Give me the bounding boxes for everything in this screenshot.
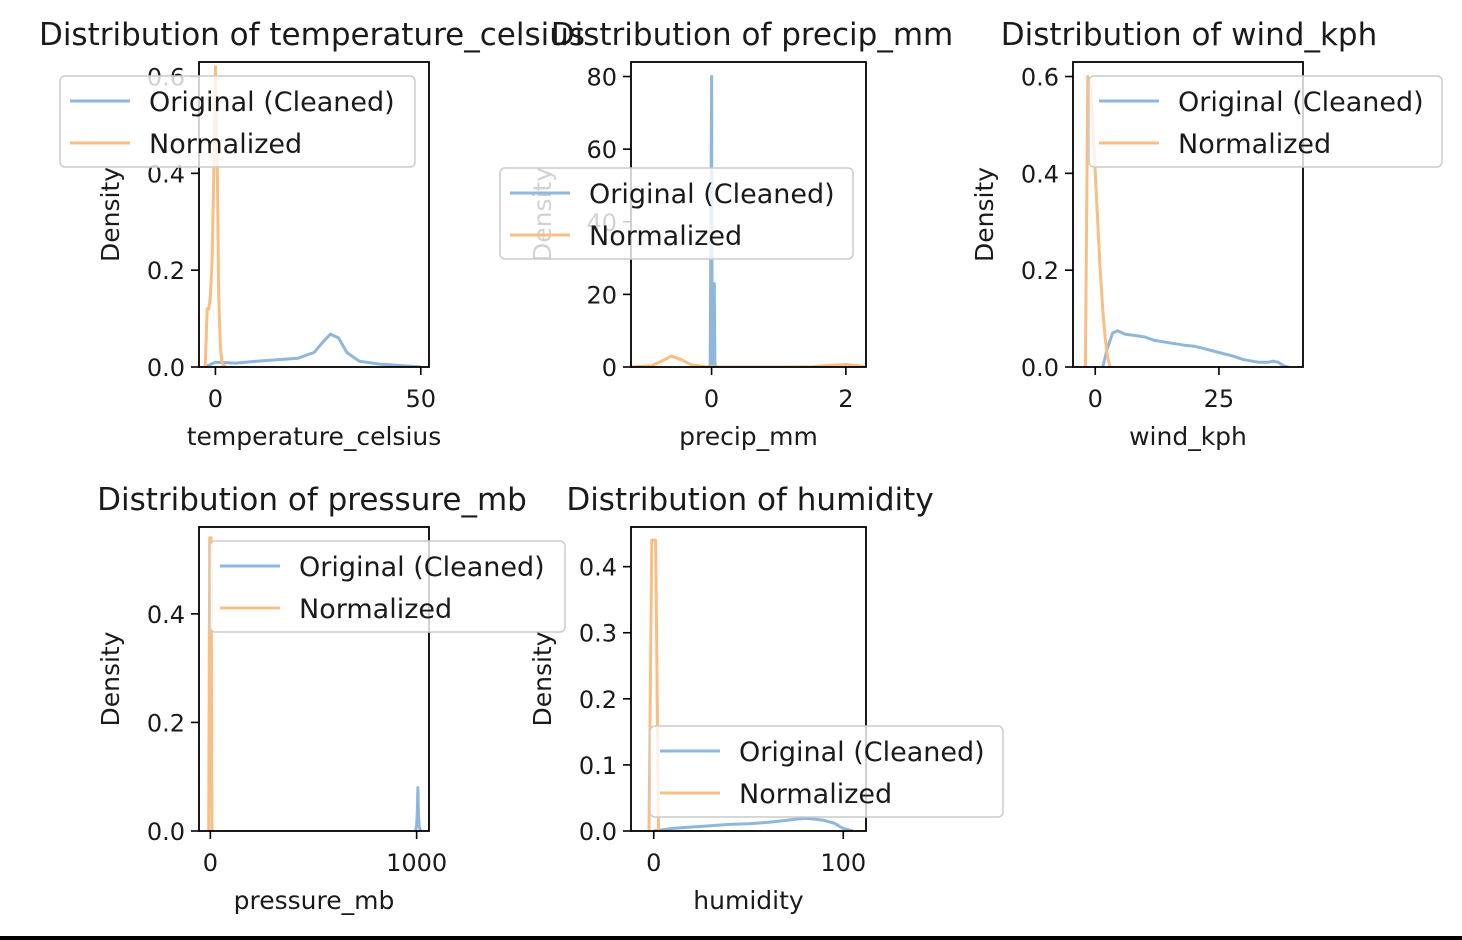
- y-tick-label: 80: [586, 64, 617, 92]
- y-tick-label: 0.0: [147, 354, 185, 382]
- axes-frame: [198, 526, 430, 832]
- legend-entry: Normalized: [299, 594, 452, 625]
- chart-title: Distribution of temperature_celsius: [39, 17, 585, 53]
- y-tick-label: 20: [586, 281, 617, 309]
- y-tick-label: 0.1: [579, 752, 617, 780]
- x-axis-label: precip_mm: [679, 422, 818, 451]
- series-group: [207, 536, 423, 831]
- subplot-3: 0 25 0.0 0.2 0.4 0.6 wind_kph Density Distributi…: [970, 17, 1377, 451]
- y-tick-label: 0: [602, 354, 617, 382]
- legend-entry: Original (Cleaned): [589, 179, 835, 210]
- y-tick-label: 60: [586, 136, 617, 164]
- series-group: [647, 538, 854, 831]
- x-axis-label: temperature_celsius: [187, 422, 442, 451]
- x-tick-label: 0: [203, 849, 218, 877]
- y-tick-label: 0.2: [147, 709, 185, 737]
- normalized-series-line: [647, 538, 660, 831]
- chart-title: Distribution of pressure_mb: [97, 482, 527, 518]
- y-axis-label: Density: [96, 167, 125, 262]
- legend-entry: Normalized: [739, 779, 892, 810]
- legend: Original (Cleaned) Normalized: [499, 167, 854, 260]
- subplot-5: 0 100 0.0 0.1 0.2 0.3 0.4 humidity Density Distri…: [528, 482, 934, 915]
- legend-box: [499, 167, 854, 260]
- legend-entry: Normalized: [589, 221, 742, 252]
- x-axis-label: humidity: [693, 886, 804, 915]
- axes-frame: [630, 526, 867, 832]
- x-tick-label: 25: [1204, 385, 1235, 413]
- x-axis-label: pressure_mb: [234, 886, 395, 915]
- y-tick-label: 0.2: [1021, 257, 1059, 285]
- normalized-series-line: [207, 536, 214, 831]
- legend-box: [649, 725, 1004, 818]
- chart-title: Distribution of precip_mm: [551, 17, 954, 53]
- y-tick-label: 0.4: [1021, 160, 1059, 188]
- y-axis-label: Density: [528, 631, 557, 726]
- x-tick-label: 50: [406, 385, 437, 413]
- x-tick-label: 0: [646, 849, 661, 877]
- original-series-line: [206, 332, 421, 367]
- y-tick-label: 0.0: [1021, 354, 1059, 382]
- legend-entry: Normalized: [1178, 129, 1331, 160]
- legend-entry: Normalized: [149, 129, 302, 160]
- y-tick-label: 0.2: [579, 686, 617, 714]
- legend-box: [209, 540, 566, 633]
- y-tick-label: 0.6: [1021, 64, 1059, 92]
- x-tick-label: 1000: [386, 849, 447, 877]
- y-tick-label: 0.3: [579, 620, 617, 648]
- y-axis-label: Density: [970, 167, 999, 262]
- original-series-line: [653, 816, 854, 831]
- legend: Original (Cleaned) Normalized: [209, 540, 566, 633]
- x-axis-label: wind_kph: [1129, 422, 1247, 451]
- legend-entry: Original (Cleaned): [149, 87, 395, 118]
- x-tick-label: 0: [1088, 385, 1103, 413]
- y-tick-label: 0.0: [147, 818, 185, 846]
- legend-entry: Original (Cleaned): [739, 737, 985, 768]
- chart-title: Distribution of humidity: [566, 482, 933, 518]
- normalized-series-line: [203, 65, 227, 367]
- subplot-4: 0 1000 0.0 0.2 0.4 pressure_mb Density Distribu…: [96, 482, 527, 915]
- legend-box: [1088, 75, 1443, 168]
- x-tick-label: 0: [704, 385, 719, 413]
- original-series-line: [1101, 329, 1289, 367]
- legend: Original (Cleaned) Normalized: [649, 725, 1004, 818]
- legend: Original (Cleaned) Normalized: [1088, 75, 1443, 168]
- legend: Original (Cleaned) Normalized: [59, 75, 416, 168]
- series-group: [203, 65, 421, 367]
- subplot-1: 0500.00.20.40.6temperature_celsiusDensit…: [39, 17, 585, 451]
- axes-frame: [1072, 61, 1304, 368]
- legend-box: [59, 75, 416, 168]
- axes-frame: [198, 61, 430, 368]
- y-tick-label: 0.2: [147, 257, 185, 285]
- normalized-series-line: [631, 354, 866, 367]
- original-series-line: [414, 786, 423, 831]
- y-tick-label: 0.4: [579, 554, 617, 582]
- x-tick-label: 100: [820, 849, 866, 877]
- legend-entry: Original (Cleaned): [1178, 87, 1424, 118]
- x-tick-label: 0: [208, 385, 223, 413]
- y-tick-label: 0.4: [147, 601, 185, 629]
- legend-entry: Original (Cleaned): [299, 552, 545, 583]
- y-axis-label: Density: [96, 631, 125, 726]
- chart-title: Distribution of wind_kph: [1001, 17, 1378, 53]
- x-tick-label: 2: [838, 385, 853, 413]
- y-tick-label: 0.0: [579, 818, 617, 846]
